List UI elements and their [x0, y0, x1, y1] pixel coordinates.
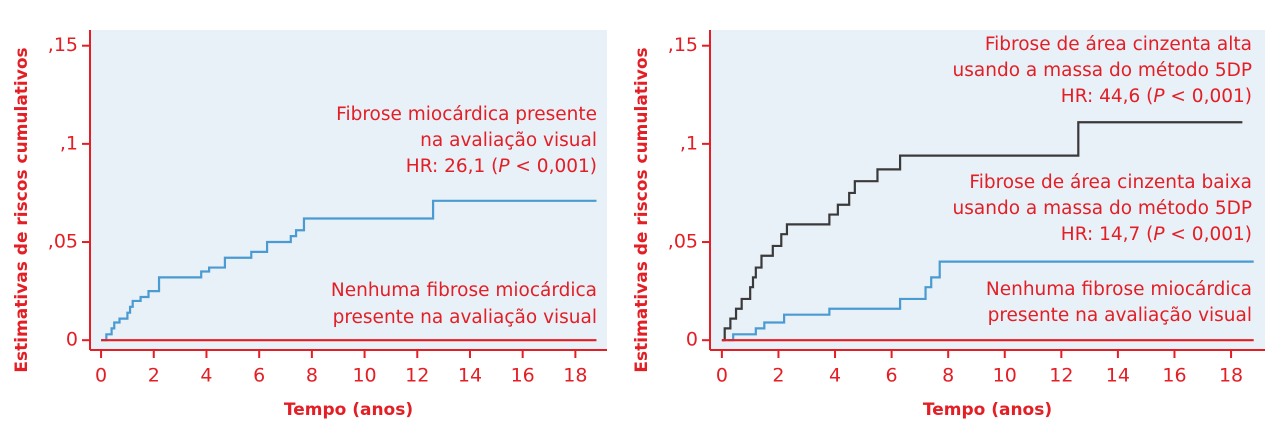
x-tick-label: 12: [1049, 365, 1073, 387]
annotation: presente na avaliação visual: [333, 307, 597, 328]
x-axis-label: Tempo (anos): [923, 400, 1052, 420]
annotation: HR: 26,1 (P < 0,001): [406, 156, 597, 177]
annotation-text: Fibrose miocárdica presente: [336, 104, 597, 125]
x-tick-label: 4: [200, 365, 212, 387]
y-axis-label: Estimativas de riscos cumulativos: [12, 47, 32, 372]
x-tick-label: 0: [95, 365, 107, 387]
annotation: na avaliação visual: [420, 130, 597, 151]
annotation-text: < 0,001): [1165, 86, 1252, 107]
annotation-text: HR: 14,7 (: [1061, 224, 1154, 245]
y-tick-label: 0: [686, 329, 698, 351]
annotation-text: usando a massa do método 5DP: [953, 198, 1252, 219]
annotation: presente na avaliação visual: [988, 305, 1252, 326]
plot-background: [90, 30, 607, 350]
x-tick-label: 14: [1106, 365, 1130, 387]
y-tick-label: ,05: [668, 231, 698, 253]
x-tick-label: 10: [993, 365, 1017, 387]
annotation: usando a massa do método 5DP: [953, 60, 1252, 81]
x-axis-label: Tempo (anos): [284, 400, 413, 420]
y-tick-label: ,15: [48, 34, 78, 56]
annotation: Fibrose de área cinzenta baixa: [969, 172, 1252, 193]
plot-background: [710, 30, 1265, 350]
x-tick-label: 8: [942, 365, 954, 387]
y-tick-label: ,1: [680, 132, 698, 154]
annotation-text: Fibrose de área cinzenta baixa: [969, 172, 1252, 193]
chart: 0 ,05 ,1 ,15 0 2 4 6 8 10 12 14 16 18 Tempo (anos) Esti…: [632, 30, 1265, 420]
annotation: HR: 14,7 (P < 0,001): [1061, 224, 1252, 245]
x-tick-label: 16: [1162, 365, 1186, 387]
annotation-text: HR: 26,1 (: [406, 156, 499, 177]
x-tick-label: 12: [405, 365, 429, 387]
x-tick-label: 2: [148, 365, 160, 387]
x-tick-label: 2: [772, 365, 784, 387]
x-tick-label: 8: [306, 365, 318, 387]
x-tick-label: 4: [829, 365, 841, 387]
annotation-text: < 0,001): [510, 156, 597, 177]
annotation: usando a massa do método 5DP: [953, 198, 1252, 219]
x-tick-label: 16: [511, 365, 535, 387]
annotation-text: HR: 44,6 (: [1061, 86, 1154, 107]
y-tick-label: ,05: [48, 231, 78, 253]
x-tick-label: 14: [458, 365, 482, 387]
annotation: HR: 44,6 (P < 0,001): [1061, 86, 1252, 107]
annotation-text: na avaliação visual: [420, 130, 597, 151]
y-tick-label: 0: [66, 329, 78, 351]
annotation-text: usando a massa do método 5DP: [953, 60, 1252, 81]
annotation-text: presente na avaliação visual: [988, 305, 1252, 326]
x-tick-label: 6: [253, 365, 265, 387]
chart: 0 ,05 ,1 ,15 0 2 4 6 8 10 12 14 16 18 Tempo (anos) Esti…: [12, 30, 607, 420]
annotation-text: P: [1153, 86, 1165, 107]
annotation: Nenhuma fibrose miocárdica: [986, 279, 1252, 300]
annotation-text: Nenhuma fibrose miocárdica: [331, 280, 597, 301]
x-tick-label: 18: [1219, 365, 1243, 387]
annotation-text: < 0,001): [1165, 224, 1252, 245]
x-tick-label: 10: [352, 365, 376, 387]
series-line: [721, 121, 1243, 342]
x-tick-label: 18: [563, 365, 587, 387]
annotation-text: P: [498, 156, 510, 177]
series-line: [101, 199, 597, 342]
y-tick-label: ,15: [668, 34, 698, 56]
y-axis-label: Estimativas de riscos cumulativos: [632, 47, 652, 372]
annotation: Nenhuma fibrose miocárdica: [331, 280, 597, 301]
annotation-text: presente na avaliação visual: [333, 307, 597, 328]
annotation-text: Fibrose de área cinzenta alta: [985, 34, 1252, 55]
annotation: Fibrose de área cinzenta alta: [985, 34, 1252, 55]
y-tick-label: ,1: [60, 132, 78, 154]
x-tick-label: 0: [716, 365, 728, 387]
annotation-text: Nenhuma fibrose miocárdica: [986, 279, 1252, 300]
annotation-text: P: [1153, 224, 1165, 245]
annotation: Fibrose miocárdica presente: [336, 104, 597, 125]
x-tick-label: 6: [886, 365, 898, 387]
series-line: [727, 260, 1254, 342]
